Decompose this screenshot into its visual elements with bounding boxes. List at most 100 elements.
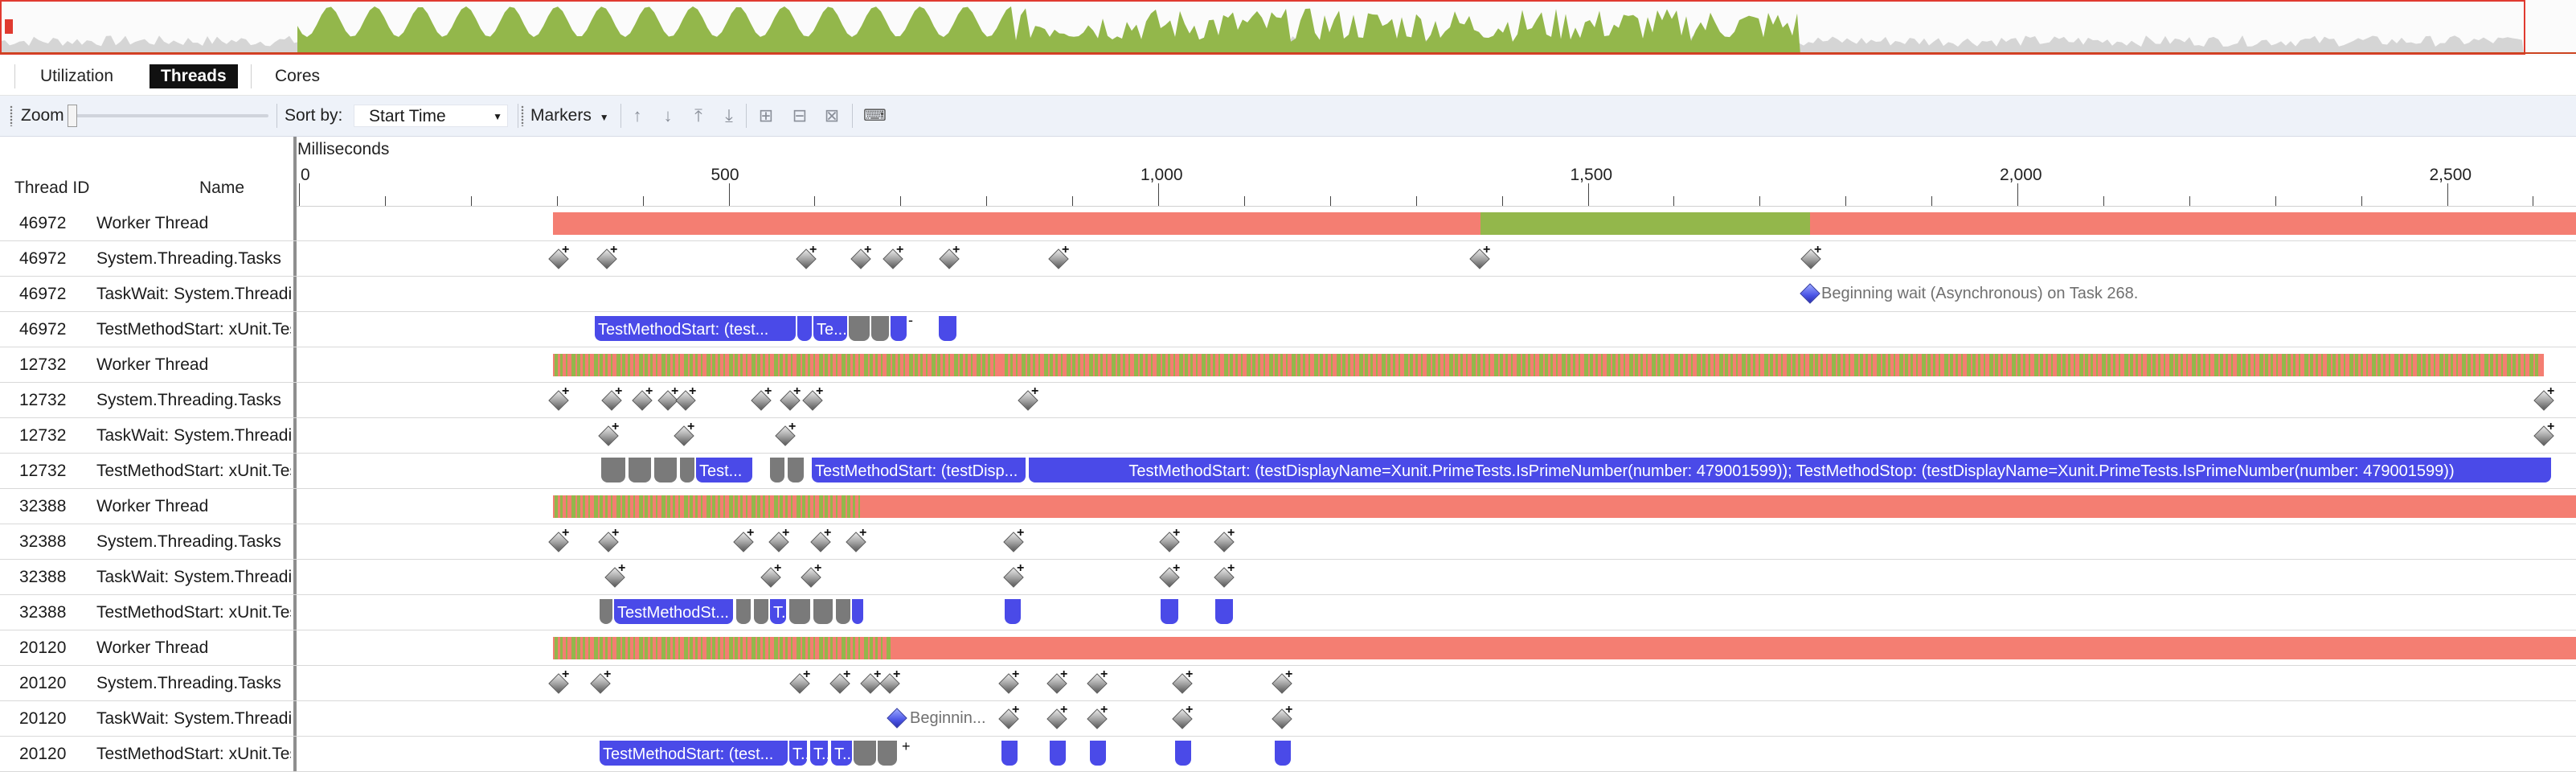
task-event-marker[interactable]: + — [881, 243, 903, 270]
thread-row[interactable]: 20120 System.Threading.Tasks + + + + + + + + + + + — [0, 666, 2576, 701]
thread-row[interactable]: 32388 Worker Thread — [0, 489, 2576, 524]
thread-row[interactable]: 12732 System.Threading.Tasks + + + + + + + + + + — [0, 383, 2576, 418]
test-method-span[interactable] — [629, 458, 651, 482]
task-event-marker[interactable]: + — [731, 526, 754, 553]
arrow-down-icon[interactable]: ↓ — [663, 105, 673, 125]
task-event-marker[interactable]: + — [1212, 526, 1235, 553]
zoom-slider-track[interactable] — [69, 114, 268, 117]
thread-state-bar[interactable] — [553, 495, 2576, 518]
toolbar-grip[interactable] — [521, 105, 524, 126]
test-method-span[interactable] — [754, 599, 768, 624]
test-method-span[interactable]: TestMethodSt... — [614, 599, 733, 624]
task-event-marker[interactable]: + — [2532, 384, 2554, 412]
clear-flags-icon[interactable]: ⊠ — [824, 105, 840, 125]
test-method-span[interactable]: T... — [770, 599, 786, 624]
test-method-span[interactable] — [600, 599, 612, 624]
name-header[interactable]: Name — [199, 179, 245, 197]
test-method-span[interactable] — [770, 458, 784, 482]
task-event-marker[interactable]: + — [588, 667, 611, 695]
task-event-marker[interactable]: + — [656, 384, 678, 412]
thread-row[interactable]: 20120 TaskWait: System.Threading.Tasks Beg… — [0, 701, 2576, 737]
test-method-span[interactable] — [1215, 599, 1233, 624]
arrow-up-icon[interactable]: ↑ — [633, 105, 642, 125]
task-event-marker[interactable]: + — [596, 526, 619, 553]
task-event-marker[interactable]: + — [858, 667, 881, 695]
test-method-span[interactable] — [789, 599, 810, 624]
task-event-marker[interactable]: + — [1170, 703, 1193, 730]
task-event-marker[interactable]: + — [1046, 243, 1069, 270]
test-method-span[interactable] — [871, 316, 889, 341]
column-splitter[interactable] — [293, 137, 297, 772]
task-event-marker[interactable]: + — [778, 384, 801, 412]
task-event-marker[interactable]: + — [547, 384, 569, 412]
thread-row[interactable]: 32388 TaskWait: System.Threading.Tasks + + +… — [0, 560, 2576, 595]
task-event-marker[interactable]: + — [630, 384, 653, 412]
test-method-span[interactable]: TestMethodStart: (test... — [600, 741, 788, 766]
test-method-span[interactable] — [654, 458, 677, 482]
task-event-marker[interactable]: + — [674, 384, 696, 412]
task-event-marker[interactable]: + — [1016, 384, 1038, 412]
arrow-to-bottom-icon[interactable]: ⤓ — [725, 105, 733, 125]
test-method-span[interactable] — [939, 316, 956, 341]
test-method-span[interactable]: TestMethodStart: (test... — [595, 316, 796, 341]
test-method-span[interactable] — [1275, 741, 1291, 766]
task-event-marker[interactable]: + — [849, 243, 871, 270]
task-event-marker[interactable]: + — [1001, 526, 1024, 553]
test-method-span[interactable] — [1175, 741, 1191, 766]
task-event-marker[interactable]: + — [596, 420, 619, 447]
task-event-marker[interactable]: + — [809, 526, 831, 553]
task-event-marker[interactable]: + — [773, 420, 796, 447]
tab-threads[interactable]: Threads — [149, 64, 238, 88]
thread-row[interactable]: 32388 System.Threading.Tasks + + + + + + + + + — [0, 524, 2576, 560]
task-event-marker[interactable]: + — [595, 243, 617, 270]
task-event-marker[interactable]: + — [1170, 667, 1193, 695]
test-method-span[interactable] — [849, 316, 870, 341]
test-method-span[interactable] — [813, 599, 833, 624]
task-event-marker[interactable]: + — [997, 667, 1019, 695]
task-event-marker[interactable]: + — [2532, 420, 2554, 447]
task-event-marker[interactable]: + — [603, 561, 625, 589]
sort-by-select[interactable]: Start Time ▼ — [354, 105, 508, 127]
test-method-span[interactable] — [797, 316, 812, 341]
test-method-span[interactable]: TestMethodStart: (testDisplayName=Xunit.… — [1029, 458, 2551, 482]
task-event-marker[interactable]: + — [788, 667, 810, 695]
test-method-span[interactable] — [891, 316, 907, 341]
test-method-span[interactable]: T... — [810, 741, 828, 766]
task-event-marker[interactable]: + — [1270, 703, 1292, 730]
tab-cores[interactable]: Cores — [275, 67, 321, 85]
test-method-span[interactable] — [854, 741, 876, 766]
task-event-marker[interactable]: + — [828, 667, 850, 695]
thread-row[interactable]: 12732 Worker Thread — [0, 347, 2576, 383]
test-method-span[interactable] — [852, 599, 863, 624]
task-event-marker[interactable]: + — [547, 526, 569, 553]
test-method-span[interactable] — [1161, 599, 1178, 624]
tab-utilization[interactable]: Utilization — [40, 67, 114, 85]
task-event-marker[interactable]: + — [1045, 703, 1067, 730]
wait-begin-marker[interactable] — [1800, 283, 1820, 304]
keyboard-icon[interactable]: ⌨ — [863, 107, 887, 125]
task-event-marker[interactable]: + — [600, 384, 622, 412]
task-event-marker[interactable]: + — [794, 243, 817, 270]
test-method-span[interactable]: T... — [831, 741, 852, 766]
task-event-marker[interactable]: + — [749, 384, 772, 412]
task-event-marker[interactable]: + — [759, 561, 781, 589]
task-event-marker[interactable]: + — [1212, 561, 1235, 589]
task-event-marker[interactable]: + — [801, 384, 823, 412]
zoom-slider-thumb[interactable] — [68, 105, 77, 127]
thread-row[interactable]: 46972 TaskWait: System.Threading.Tasks Beg… — [0, 277, 2576, 312]
wait-begin-marker[interactable] — [887, 708, 907, 729]
task-event-marker[interactable]: + — [1157, 561, 1180, 589]
add-flag-icon[interactable]: ⊞ — [758, 105, 774, 125]
task-event-marker[interactable]: + — [1085, 667, 1108, 695]
test-method-span[interactable] — [1090, 741, 1106, 766]
test-method-span[interactable] — [680, 458, 694, 482]
thread-row[interactable]: 46972 Worker Thread — [0, 206, 2576, 241]
test-method-span[interactable] — [1001, 741, 1018, 766]
test-method-span[interactable] — [788, 458, 804, 482]
remove-flag-icon[interactable]: ⊟ — [792, 105, 808, 125]
task-event-marker[interactable]: + — [1468, 243, 1490, 270]
toolbar-grip[interactable] — [10, 105, 13, 126]
test-method-span[interactable] — [878, 741, 897, 766]
task-event-marker[interactable]: + — [1799, 243, 1821, 270]
task-event-marker[interactable]: + — [844, 526, 866, 553]
